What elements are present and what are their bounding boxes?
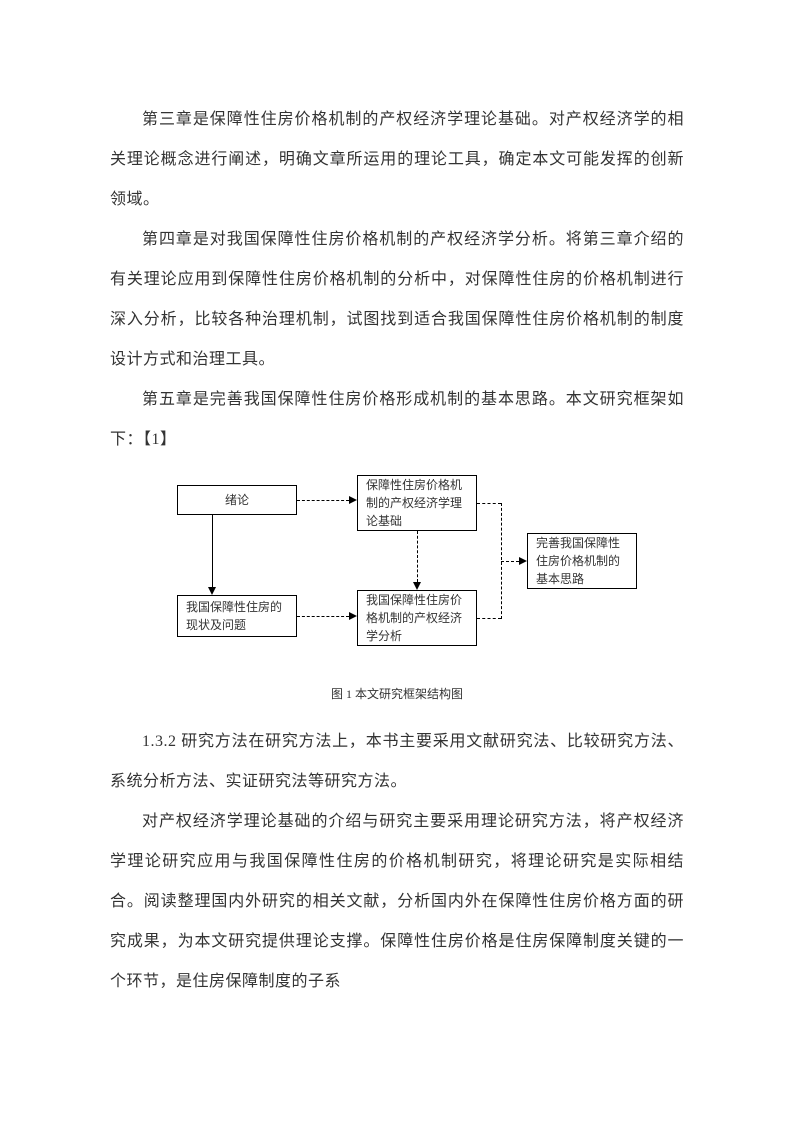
arrowhead-icon (349, 612, 357, 620)
arrowhead-icon (349, 496, 357, 504)
arrow-line (477, 503, 501, 504)
arrow-line (501, 561, 519, 562)
arrow-line (297, 500, 349, 501)
arrow-line (212, 515, 213, 587)
arrow-line (297, 616, 349, 617)
arrowhead-icon (519, 557, 527, 565)
paragraph-methods-heading: 1.3.2 研究方法在研究方法上，本书主要采用文献研究法、比较研究方法、系统分析… (110, 722, 684, 802)
flowchart-node-intro: 绪论 (177, 485, 297, 515)
paragraph-chapter-5: 第五章是完善我国保障性住房价格形成机制的基本思路。本文研究框架如下：【1】 (110, 380, 684, 460)
arrow-line (477, 618, 501, 619)
paragraph-chapter-3: 第三章是保障性住房价格机制的产权经济学理论基础。对产权经济学的相关理论概念进行阐… (110, 100, 684, 220)
arrowhead-icon (208, 587, 216, 595)
flowchart-diagram: 绪论 保障性住房价格机制的产权经济学理论基础 我国保障性住房的现状及问题 我国保… (157, 475, 637, 675)
paragraph-methods-detail: 对产权经济学理论基础的介绍与研究主要采用理论研究方法，将产权经济学理论研究应用与… (110, 802, 684, 1002)
arrowhead-icon (413, 582, 421, 590)
arrow-line (417, 531, 418, 582)
diagram-container: 绪论 保障性住房价格机制的产权经济学理论基础 我国保障性住房的现状及问题 我国保… (110, 475, 684, 675)
flowchart-node-status: 我国保障性住房的现状及问题 (177, 595, 297, 637)
flowchart-node-analysis: 我国保障性住房价格机制的产权经济学分析 (357, 590, 477, 646)
flowchart-node-conclusion: 完善我国保障性住房价格机制的基本思路 (527, 533, 637, 589)
diagram-caption: 图 1 本文研究框架结构图 (110, 685, 684, 702)
flowchart-node-theory: 保障性住房价格机制的产权经济学理论基础 (357, 475, 477, 531)
paragraph-chapter-4: 第四章是对我国保障性住房价格机制的产权经济学分析。将第三章介绍的有关理论应用到保… (110, 220, 684, 380)
